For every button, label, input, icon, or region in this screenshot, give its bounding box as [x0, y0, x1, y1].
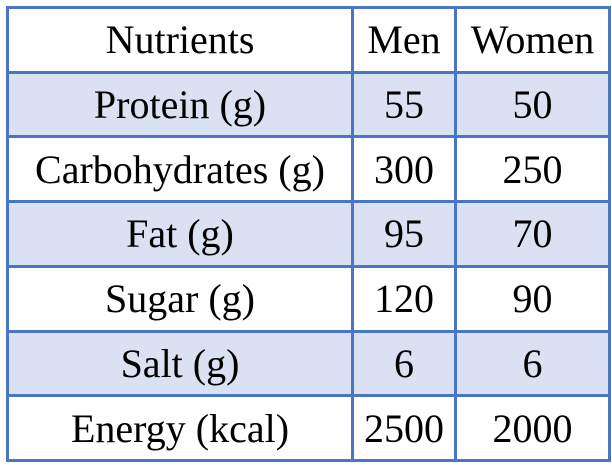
table-body: Nutrients Men Women Protein (g) 55 50 Carbohyd… [6, 6, 611, 462]
row-label: Protein (g) [6, 70, 354, 139]
value-cell: 70 [454, 200, 611, 268]
header-cell: Nutrients [6, 6, 354, 74]
value-cell: 55 [351, 70, 457, 139]
table-row: Salt (g) 6 6 [6, 329, 611, 398]
row-label: Fat (g) [6, 200, 354, 268]
value-cell: 250 [454, 135, 611, 204]
table-row: Sugar (g) 120 90 [6, 264, 611, 333]
header-cell: Women [454, 6, 611, 74]
table-row: Energy (kcal) 2500 2000 [6, 394, 611, 462]
row-label: Salt (g) [6, 329, 354, 398]
header-row: Nutrients Men Women [6, 6, 611, 74]
value-cell: 300 [351, 135, 457, 204]
row-label: Energy (kcal) [6, 394, 354, 462]
value-cell: 50 [454, 70, 611, 139]
row-label: Sugar (g) [6, 264, 354, 333]
nutrient-table: Nutrients Men Women Protein (g) 55 50 Carbohyd… [6, 6, 611, 462]
table-row: Carbohydrates (g) 300 250 [6, 135, 611, 204]
value-cell: 90 [454, 264, 611, 333]
value-cell: 6 [351, 329, 457, 398]
header-cell: Men [351, 6, 457, 74]
value-cell: 95 [351, 200, 457, 268]
value-cell: 2500 [351, 394, 457, 462]
value-cell: 120 [351, 264, 457, 333]
value-cell: 2000 [454, 394, 611, 462]
row-label: Carbohydrates (g) [6, 135, 354, 204]
table-row: Protein (g) 55 50 [6, 70, 611, 139]
table-row: Fat (g) 95 70 [6, 200, 611, 268]
value-cell: 6 [454, 329, 611, 398]
